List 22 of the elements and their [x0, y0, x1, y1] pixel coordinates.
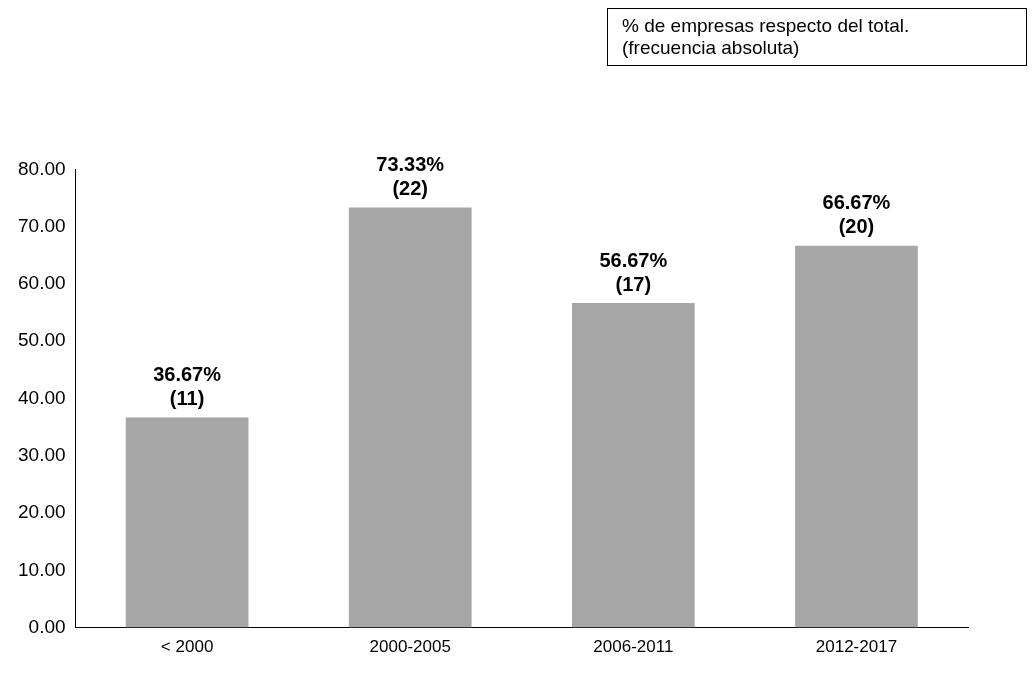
x-tick-label: 2012-2017: [815, 637, 898, 657]
data-label: 73.33% (22): [376, 153, 445, 200]
y-tick-label: 0.00: [28, 615, 66, 637]
data-label: 56.67% (17): [599, 248, 668, 295]
text: % de empresas respecto del total. (frecuencia absoluta): [607, 8, 1027, 66]
y-tick-label: 60.00: [18, 272, 66, 294]
x-tick-label: 2000-2005: [369, 637, 451, 657]
data-label: 36.67% (11): [153, 363, 222, 410]
y-tick-label: 50.00: [18, 329, 66, 351]
y-tick-label: 70.00: [18, 214, 66, 236]
y-tick-label: 80.00: [18, 157, 66, 179]
y-tick-label: 30.00: [18, 444, 66, 466]
y-tick-label: 40.00: [18, 386, 66, 408]
bar: [125, 417, 249, 628]
x-tick-label: < 2000: [160, 637, 214, 657]
bar: [348, 207, 472, 628]
bar: [571, 303, 695, 628]
bar: [795, 245, 918, 628]
y-tick-label: 20.00: [18, 501, 66, 523]
y-tick-label: 10.00: [18, 558, 66, 580]
data-label: 66.67% (20): [822, 191, 891, 238]
x-tick-label: 2006-2011: [593, 637, 674, 657]
